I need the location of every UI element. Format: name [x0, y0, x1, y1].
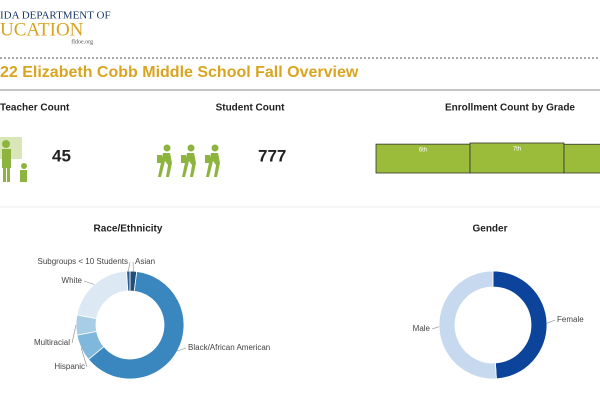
slice-label: Asian — [135, 257, 155, 266]
slice-label: Multiracial — [34, 338, 70, 347]
slice-label: Male — [413, 324, 431, 333]
bar-label: 6th — [419, 148, 427, 154]
donut-slice — [493, 271, 547, 379]
bar-label: 7th — [513, 147, 521, 153]
slice-label: Hispanic — [54, 362, 85, 371]
kpi-label: Teacher Count — [0, 103, 70, 114]
teacher-icon — [0, 137, 27, 182]
logo-url: fldoe.org — [71, 38, 93, 45]
kpi-value: 45 — [52, 146, 71, 165]
slice-label: Subgroups < 10 Students — [37, 257, 128, 266]
chart-title: Race/Ethnicity — [94, 224, 163, 235]
slice-label: White — [62, 276, 83, 285]
slice-label: Black/African American — [188, 343, 270, 352]
logo-line: UCATION — [0, 19, 84, 40]
kpi-label: Student Count — [216, 103, 286, 114]
leader-line — [432, 327, 439, 329]
bar — [564, 144, 600, 173]
leader-line — [128, 262, 130, 271]
leader-line — [84, 281, 94, 284]
chart-title: Gender — [472, 224, 507, 235]
leader-line — [72, 325, 76, 343]
page-title: 22 Elizabeth Cobb Middle School Fall Ove… — [0, 64, 359, 81]
leader-line — [547, 320, 555, 323]
donut-slice — [77, 271, 128, 319]
kpi-value: 777 — [258, 146, 286, 165]
student-icons — [157, 145, 220, 178]
slice-label: Female — [557, 315, 584, 324]
chart-title: Enrollment Count by Grade — [445, 103, 575, 114]
donut-slice — [439, 271, 496, 379]
